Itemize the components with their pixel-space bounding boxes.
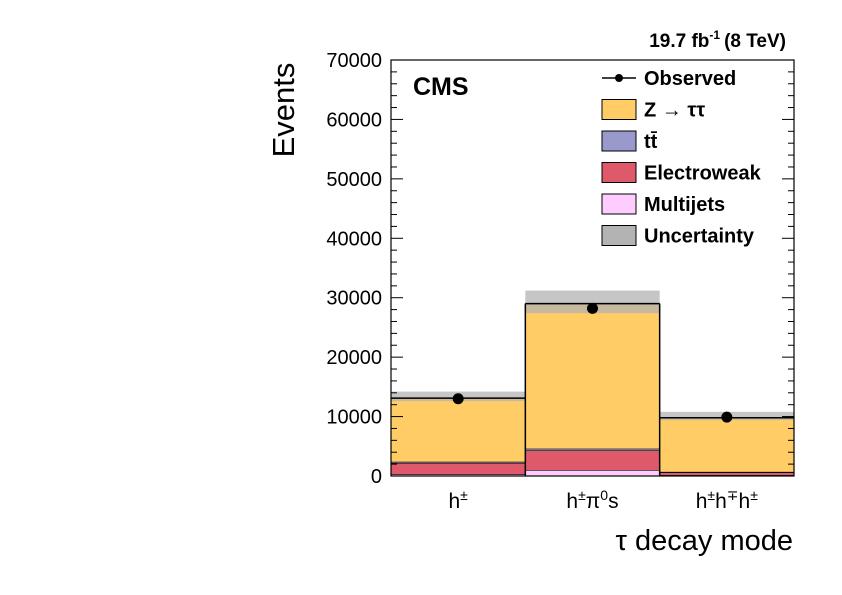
bar-1-0	[391, 462, 526, 475]
legend-observed-marker	[615, 74, 623, 82]
uncertainty-band-1	[525, 290, 660, 314]
legend-label-2: tt̄	[644, 131, 658, 153]
bar-3-1	[525, 303, 660, 449]
legend-label-0: Observed	[644, 68, 736, 90]
x-axis-title: τ decay mode	[616, 525, 794, 557]
y-tick-label-6: 60000	[326, 109, 382, 131]
legend-swatch-4	[601, 193, 637, 215]
energy-label: (8 TeV)	[724, 31, 786, 52]
observed-point-2	[721, 411, 733, 423]
x-tick-label-1: h±π0s	[566, 487, 618, 513]
bar-3-0	[391, 398, 526, 462]
lumi-exponent: -1	[709, 28, 720, 42]
y-axis: 0 10000 20000 30000 40000 50000 60000 70000	[326, 50, 794, 488]
lumi-label: 19.7 fb-1 (8 TeV)	[649, 28, 786, 52]
bar-1-2	[659, 472, 794, 476]
y-tick-label-2: 20000	[326, 347, 382, 369]
y-tick-label-5: 50000	[326, 169, 382, 191]
bar-stacks	[391, 303, 794, 476]
observed-point-1	[587, 302, 598, 314]
lumi-value: 19.7 fb	[649, 31, 709, 52]
y-tick-label-7: 70000	[326, 50, 382, 72]
legend-swatch-2	[601, 130, 637, 152]
legend-swatch-3	[601, 162, 637, 183]
legend-label-1: Z → ττ	[644, 100, 705, 122]
legend-label-3: Electroweak	[644, 163, 762, 185]
legend: Observed Z → ττ tt̄ Electroweak Multijets Unc…	[601, 68, 762, 248]
bar-1-1	[525, 450, 660, 471]
bar-0-0	[391, 474, 526, 476]
bar-0-1	[525, 470, 660, 476]
x-tick-label-2: h±h∓h±	[696, 487, 758, 513]
observed-points	[452, 302, 733, 423]
observed-point-0	[452, 393, 464, 405]
legend-swatch-1	[601, 99, 637, 120]
x-axis: h± h±π0s h±h∓h±	[390, 466, 795, 513]
y-tick-label-1: 10000	[326, 407, 382, 429]
experiment-label: CMS	[413, 73, 469, 101]
bar-2-1	[525, 448, 660, 451]
y-tick-label-0: 0	[371, 466, 382, 488]
legend-label-5: Uncertainty	[644, 226, 755, 248]
y-tick-label-4: 40000	[326, 228, 382, 250]
legend-label-4: Multijets	[644, 194, 725, 216]
plot-frame	[390, 59, 795, 477]
y-axis-title: Events	[266, 63, 301, 158]
x-tick-label-0: h±	[448, 487, 468, 513]
legend-swatch-5	[601, 225, 637, 246]
bar-3-2	[659, 417, 794, 472]
y-tick-label-3: 30000	[326, 288, 382, 310]
